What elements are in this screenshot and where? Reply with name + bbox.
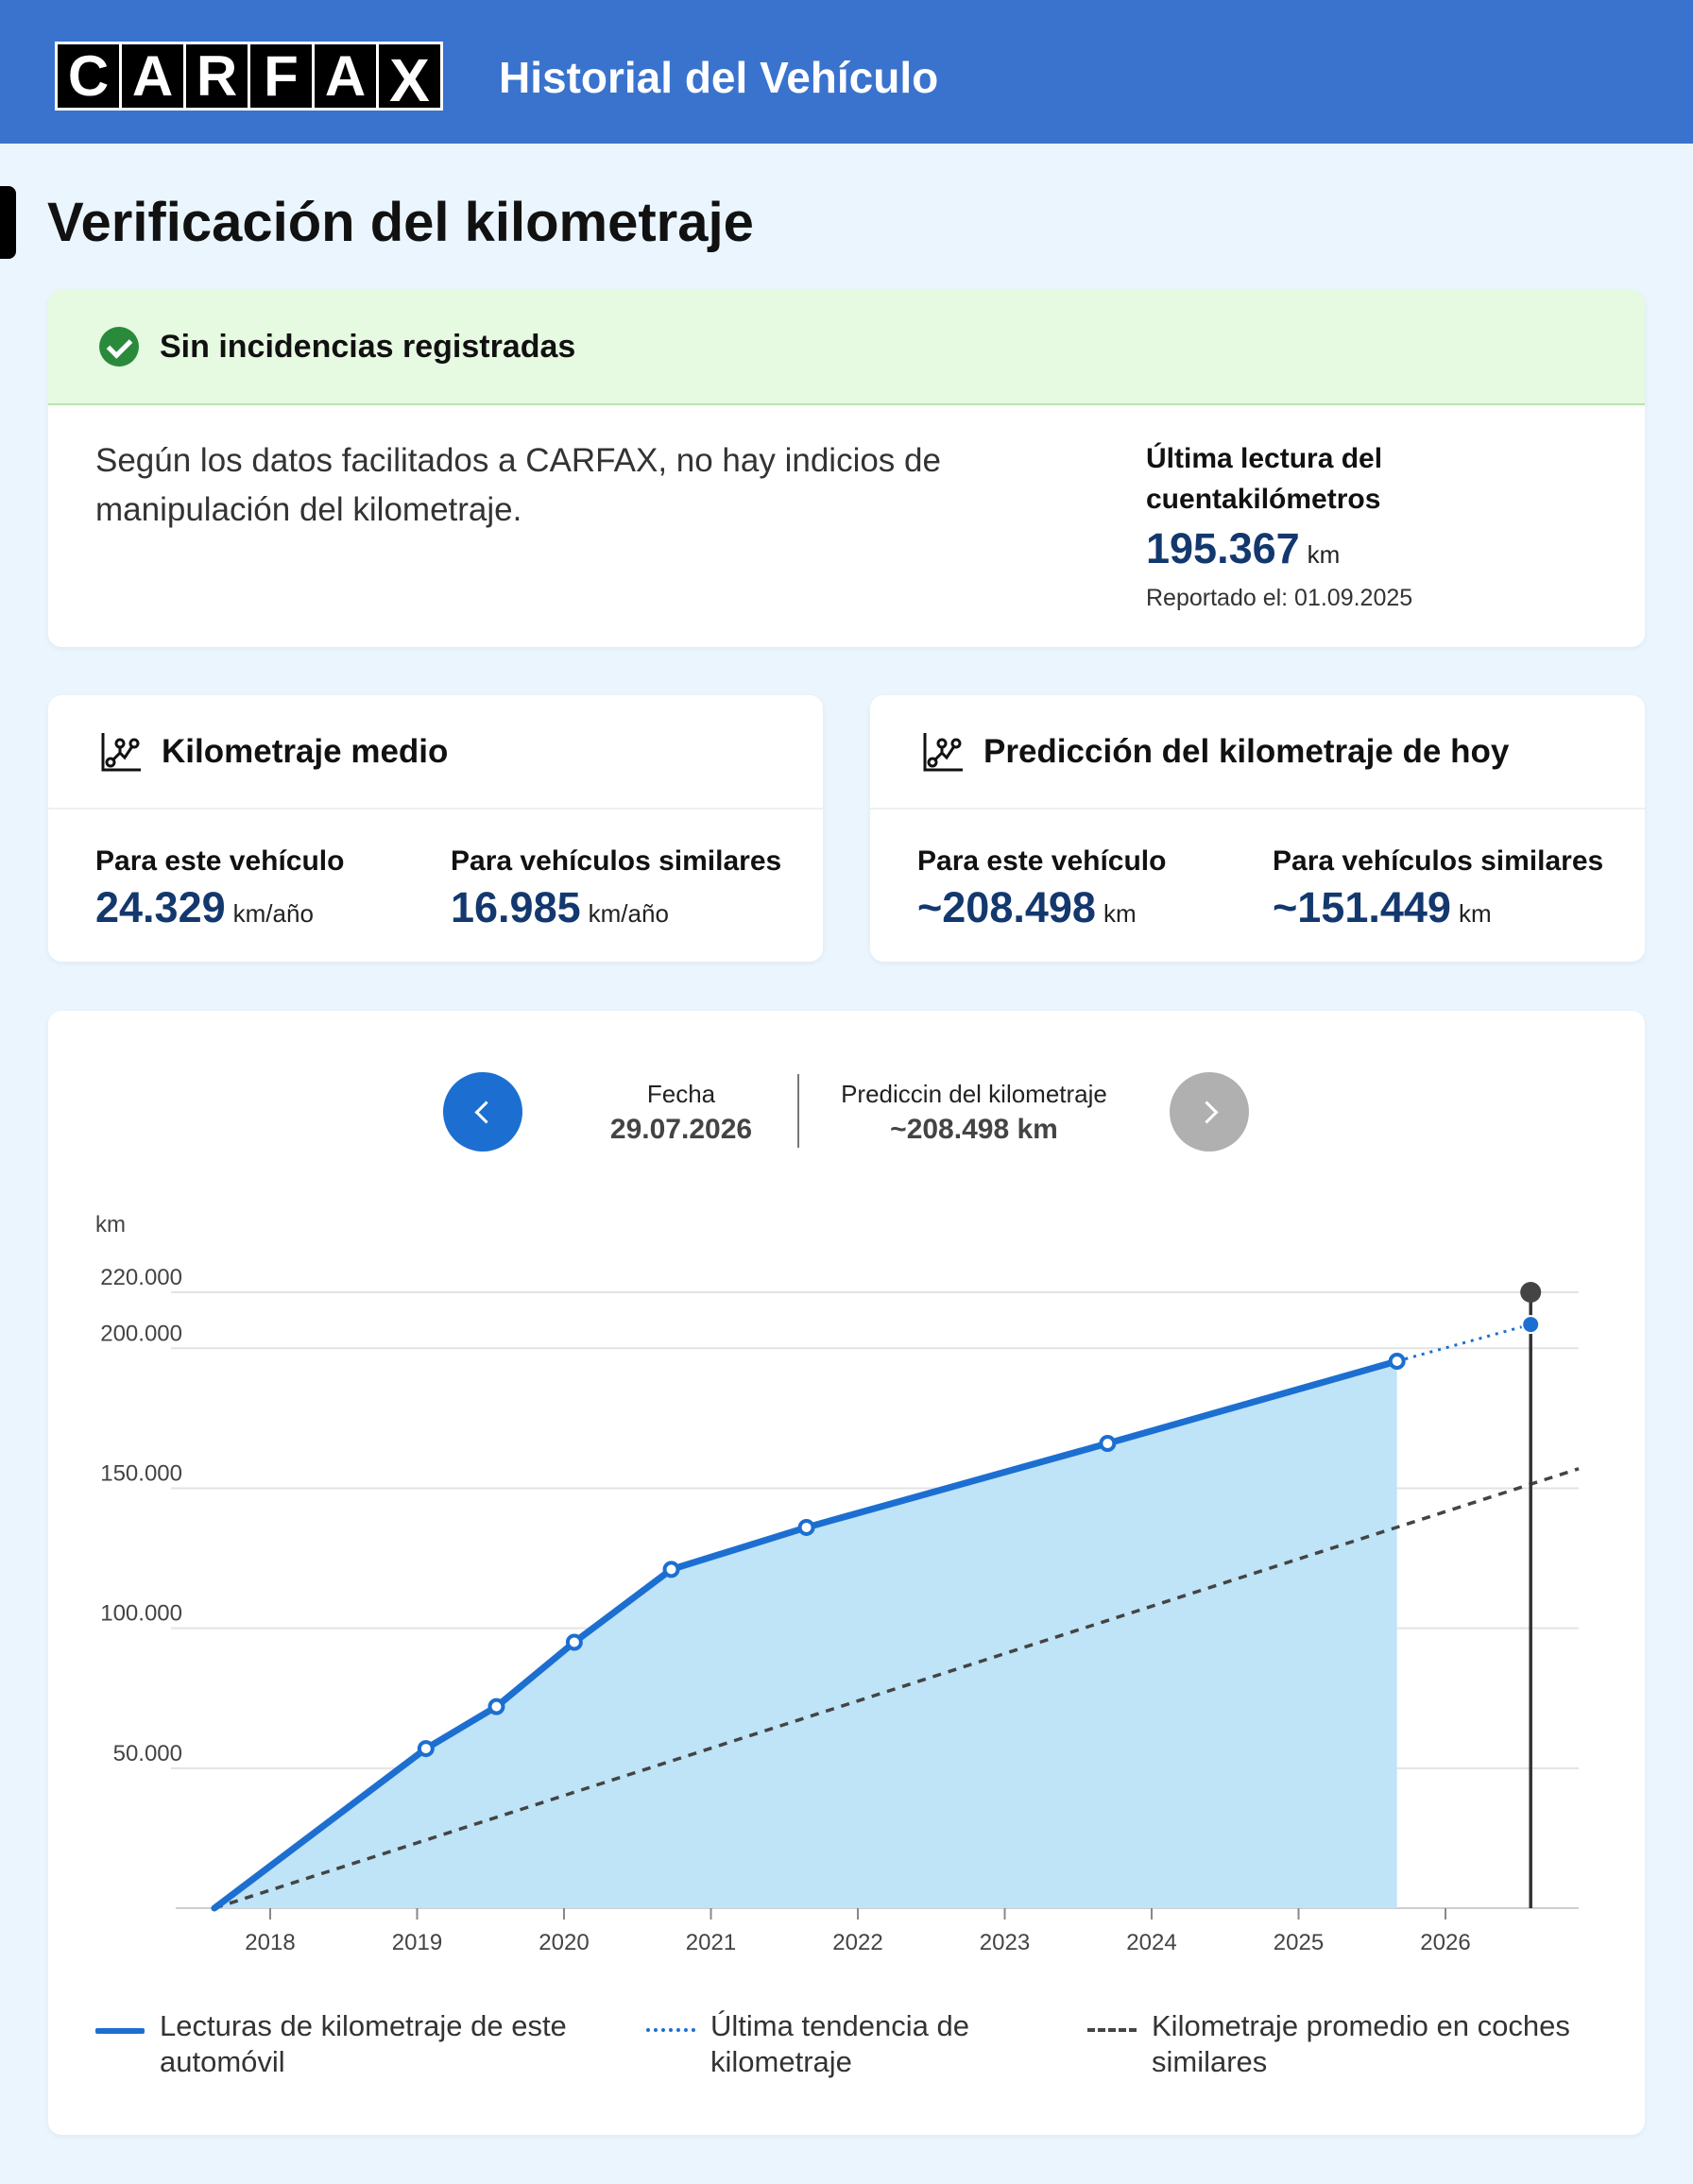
mileage-graph-icon bbox=[101, 732, 141, 771]
logo-letter: A bbox=[315, 44, 376, 108]
stat-value: ~151.449 bbox=[1273, 883, 1451, 931]
x-tick-label: 2019 bbox=[392, 1930, 442, 1955]
last-reading-unit: km bbox=[1307, 540, 1341, 569]
status-header: Sin incidencias registradas bbox=[48, 290, 1645, 405]
average-similar-vehicles: Para vehículos similares 16.985 km/año bbox=[451, 844, 781, 932]
y-axis-label: km bbox=[95, 1212, 126, 1237]
app-title: Historial del Vehículo bbox=[499, 53, 939, 102]
mileage-area bbox=[214, 1361, 1397, 1908]
prediction-this-vehicle: Para este vehículo ~208.498 km bbox=[917, 844, 1166, 932]
stat-label: Para este vehículo bbox=[95, 845, 345, 877]
x-tick-label: 2021 bbox=[686, 1930, 736, 1955]
reading-point bbox=[565, 1633, 583, 1651]
carfax-logo[interactable]: C A R F A X bbox=[55, 42, 443, 114]
x-tick-label: 2022 bbox=[832, 1930, 882, 1955]
stat-value: 16.985 bbox=[451, 883, 581, 931]
prediction-title: Predicción del kilometraje de hoy bbox=[983, 732, 1510, 770]
x-tick-label: 2018 bbox=[245, 1930, 295, 1955]
prediction-value: ~208.498 km bbox=[890, 1114, 1058, 1145]
date-label: Fecha bbox=[646, 1080, 716, 1108]
logo-letter: C bbox=[58, 44, 119, 108]
reading-point bbox=[1099, 1435, 1117, 1453]
y-tick-label: 200.000 bbox=[100, 1321, 182, 1346]
last-reading-label: Última lectura del cuentakilómetros bbox=[1146, 443, 1383, 515]
status-card: Sin incidencias registradas Según los da… bbox=[48, 290, 1645, 647]
status-title: Sin incidencias registradas bbox=[160, 328, 576, 365]
stat-label: Para vehículos similares bbox=[1273, 845, 1604, 877]
y-tick-label: 50.000 bbox=[113, 1741, 182, 1766]
reading-point bbox=[417, 1740, 435, 1758]
logo-letter: X bbox=[379, 44, 440, 114]
page-title: Verificación del kilometraje bbox=[47, 192, 754, 253]
predicted-point bbox=[1521, 1315, 1541, 1335]
stat-unit: km bbox=[1458, 899, 1492, 928]
chevron-left-icon[interactable] bbox=[443, 1072, 522, 1152]
top-bar: C A R F A X Historial del Vehículo bbox=[0, 0, 1693, 144]
prediction-readout: Prediccin del kilometraje ~208.498 km bbox=[795, 1077, 1154, 1149]
mileage-graph-icon bbox=[923, 732, 963, 771]
reading-point bbox=[1388, 1353, 1406, 1371]
average-mileage-header: Kilometraje medio bbox=[48, 695, 823, 810]
stat-unit: km bbox=[1103, 899, 1137, 928]
mileage-chart: km 50.000 100.000 150.000 200.000 220.000 2018… bbox=[95, 1212, 1580, 1955]
x-tick-label: 2025 bbox=[1274, 1930, 1324, 1955]
legend-label: Última tendencia de kilometraje bbox=[710, 2009, 969, 2078]
readout-divider bbox=[797, 1074, 799, 1148]
date-marker-handle bbox=[1520, 1282, 1542, 1303]
section-marker bbox=[0, 186, 16, 259]
x-tick-label: 2020 bbox=[539, 1930, 589, 1955]
chevron-right-icon[interactable] bbox=[1170, 1072, 1249, 1152]
reported-date: Reportado el: 01.09.2025 bbox=[1146, 585, 1413, 611]
last-reading: 195.367 km bbox=[1146, 524, 1340, 573]
status-message: Según los datos facilitados a CARFAX, no… bbox=[95, 442, 941, 528]
prediction-header: Predicción del kilometraje de hoy bbox=[870, 695, 1645, 810]
stat-value: ~208.498 bbox=[917, 883, 1096, 931]
average-this-vehicle: Para este vehículo 24.329 km/año bbox=[95, 844, 344, 932]
legend-label: Lecturas de kilometraje de este automóvi… bbox=[160, 2009, 567, 2078]
prediction-card: Predicción del kilometraje de hoy Para e… bbox=[870, 695, 1645, 962]
logo-letter: F bbox=[250, 44, 312, 108]
legend-swatch-dashed bbox=[1087, 2028, 1137, 2032]
last-reading-value: 195.367 bbox=[1146, 524, 1300, 572]
stat-label: Para vehículos similares bbox=[451, 845, 782, 877]
date-readout: Fecha 29.07.2026 bbox=[549, 1077, 813, 1149]
prediction-label: Prediccin del kilometraje bbox=[841, 1080, 1107, 1108]
prediction-similar-vehicles: Para vehículos similares ~151.449 km bbox=[1273, 844, 1603, 932]
legend-swatch-solid bbox=[95, 2028, 145, 2034]
mileage-trend-line bbox=[1396, 1322, 1531, 1363]
stat-unit: km/año bbox=[232, 899, 314, 928]
stat-value: 24.329 bbox=[95, 883, 226, 931]
check-circle-icon bbox=[99, 327, 139, 367]
average-mileage-title: Kilometraje medio bbox=[162, 732, 449, 770]
reading-point bbox=[662, 1561, 680, 1578]
y-tick-label: 100.000 bbox=[100, 1601, 182, 1627]
x-tick-label: 2026 bbox=[1420, 1930, 1470, 1955]
legend-label: Kilometraje promedio en coches similares bbox=[1152, 2009, 1570, 2078]
y-tick-label: 150.000 bbox=[100, 1460, 182, 1486]
y-tick-label: 220.000 bbox=[100, 1265, 182, 1290]
logo-letter: R bbox=[186, 44, 248, 108]
x-tick-label: 2023 bbox=[980, 1930, 1030, 1955]
reading-point bbox=[487, 1698, 505, 1715]
stat-unit: km/año bbox=[588, 899, 669, 928]
stat-label: Para este vehículo bbox=[917, 845, 1167, 877]
mileage-readings-line bbox=[211, 1357, 1401, 1912]
legend-item-dotted: Última tendencia de kilometraje bbox=[646, 2008, 1022, 2080]
date-value: 29.07.2026 bbox=[609, 1114, 753, 1145]
logo-letter: A bbox=[122, 44, 183, 108]
average-similar-line bbox=[214, 1467, 1580, 1910]
legend-item-solid: Lecturas de kilometraje de este automóvi… bbox=[95, 2008, 575, 2080]
mileage-chart-card: km 50.000 100.000 150.000 200.000 220.000 2018… bbox=[48, 1011, 1645, 2135]
legend-swatch-dotted bbox=[646, 2028, 695, 2032]
x-tick-label: 2024 bbox=[1126, 1930, 1176, 1955]
reading-point bbox=[797, 1518, 815, 1536]
legend-item-dashed: Kilometraje promedio en coches similares bbox=[1087, 2008, 1596, 2080]
average-mileage-card: Kilometraje medio Para este vehículo 24.… bbox=[48, 695, 823, 962]
